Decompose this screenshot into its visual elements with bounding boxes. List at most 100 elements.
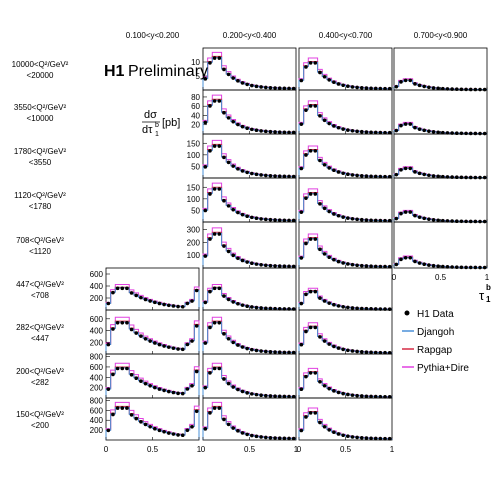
panel-frame: [298, 133, 393, 179]
data-point: [291, 350, 296, 355]
data-point: [327, 301, 332, 305]
data-point: [346, 262, 350, 266]
data-point: [441, 218, 445, 223]
data-point: [387, 218, 392, 223]
data-point: [417, 83, 422, 88]
data-point: [250, 433, 254, 438]
data-point: [291, 264, 296, 269]
data-point: [236, 210, 240, 215]
data-point: [431, 174, 436, 178]
data-point: [378, 218, 383, 223]
data-point: [318, 380, 322, 384]
data-point: [162, 302, 166, 307]
data-point: [304, 241, 308, 246]
data-point: [208, 237, 212, 241]
data-point: [364, 264, 369, 268]
x-tick-label-c3-1: 0.5: [435, 273, 447, 282]
panel-r5-c1: [202, 267, 297, 311]
data-point: [273, 130, 277, 134]
data-point: [482, 265, 487, 270]
data-point: [254, 348, 259, 353]
series-djangoh: [298, 371, 393, 398]
panel-frame: [298, 221, 393, 269]
data-point: [473, 175, 478, 180]
data-point: [291, 436, 296, 441]
data-point: [308, 192, 313, 196]
data-point: [304, 153, 308, 157]
data-point: [454, 175, 459, 180]
data-point: [254, 84, 259, 89]
panel-frame: [393, 89, 488, 135]
data-point: [364, 86, 369, 90]
data-point: [441, 130, 445, 135]
panel-frame: [298, 353, 393, 399]
row-label-5-line1: 447<Q²/GeV²: [16, 280, 64, 289]
data-point: [194, 324, 199, 328]
data-point: [299, 166, 304, 171]
data-point: [473, 265, 478, 270]
data-point: [226, 297, 231, 302]
data-point: [194, 288, 199, 293]
panel-frame: [393, 47, 488, 91]
data-point: [464, 219, 468, 224]
data-point: [263, 129, 268, 134]
series-djangoh: [105, 367, 200, 398]
data-point: [373, 86, 378, 91]
series-djangoh: [202, 56, 297, 90]
data-point: [245, 214, 249, 219]
data-point: [236, 167, 240, 171]
data-point: [304, 196, 308, 200]
data-point: [464, 265, 468, 270]
y-tick-label-r3-0: 50: [191, 206, 200, 215]
data-point: [166, 431, 171, 435]
y-tick-label-r7-1: 400: [90, 373, 104, 382]
data-point: [318, 247, 322, 252]
data-point: [111, 327, 115, 331]
data-point: [459, 219, 464, 224]
x-tick-label-c2-0: 0: [297, 445, 302, 454]
data-point: [427, 217, 431, 221]
data-point: [336, 432, 341, 436]
data-point: [413, 259, 417, 264]
data-point: [259, 393, 263, 397]
data-point: [399, 168, 403, 172]
data-point: [240, 303, 245, 307]
data-point: [291, 86, 296, 91]
legend-label-pythia: Pythia+Dire: [417, 363, 469, 374]
data-point: [208, 289, 212, 294]
data-point: [166, 303, 171, 308]
data-point: [176, 433, 180, 437]
data-point: [263, 306, 268, 311]
data-point: [299, 342, 304, 347]
panel-r1-c3: [393, 89, 488, 136]
data-point: [259, 85, 263, 89]
data-point: [308, 371, 313, 375]
data-point: [478, 175, 482, 180]
data-point: [327, 166, 332, 170]
data-point: [299, 301, 304, 306]
data-point: [231, 300, 236, 304]
data-point: [263, 393, 268, 398]
data-point: [408, 166, 413, 171]
row-label-0-line2: <20000: [27, 71, 54, 80]
data-point: [327, 209, 332, 214]
data-point: [403, 210, 408, 214]
data-point: [308, 237, 313, 241]
data-point: [468, 175, 473, 180]
data-point: [212, 232, 217, 236]
data-point: [459, 175, 464, 180]
panel-r7-c2: [298, 353, 393, 399]
data-point: [327, 386, 332, 391]
data-point: [436, 130, 440, 135]
data-point: [359, 129, 364, 134]
data-point: [304, 292, 308, 297]
y-tick-label-r6-0: 200: [90, 338, 104, 347]
data-point: [208, 61, 212, 65]
row-label-7-line1: 200<Q²/GeV²: [16, 367, 64, 376]
data-point: [259, 262, 263, 267]
data-point: [341, 127, 345, 131]
data-point: [364, 394, 369, 399]
data-point: [162, 430, 166, 434]
ylabel-denominator-sub: 1: [155, 131, 159, 138]
